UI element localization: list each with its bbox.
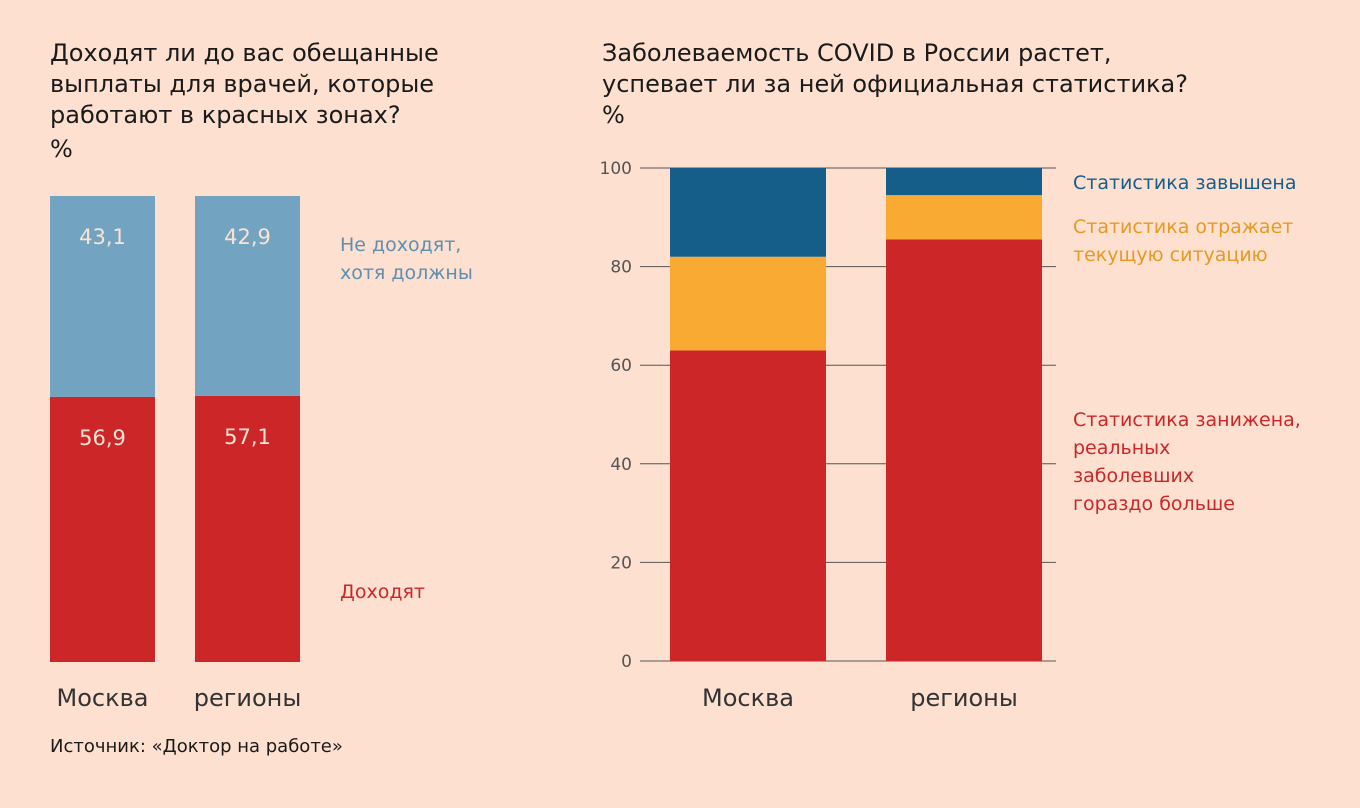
right-bar-segment	[886, 168, 1042, 196]
right-bar-segment	[670, 168, 826, 257]
left-bar-value-label: 57,1	[224, 425, 271, 449]
left-bar-segment	[195, 196, 300, 396]
left-legend-label: Не доходят, хотя должны	[340, 234, 473, 284]
left-bar-value-label: 43,1	[79, 225, 126, 249]
left-bar-segment	[50, 396, 155, 662]
right-category-label: Москва	[702, 684, 794, 712]
right-bar-segment	[670, 256, 826, 351]
right-y-tick-label: 80	[610, 258, 632, 278]
left-chart-unit: %	[50, 135, 73, 163]
right-bar-segment	[670, 350, 826, 661]
right-legend-label: Статистика завышена	[1073, 172, 1297, 194]
right-y-tick-label: 60	[610, 356, 632, 376]
right-legend-label: Статистика отражает текущую ситуацию	[1073, 216, 1293, 266]
right-legend-label: Статистика занижена, реальных заболевших го…	[1073, 409, 1301, 515]
left-bar-value-label: 42,9	[224, 225, 271, 249]
right-y-tick-label: 0	[621, 652, 632, 672]
left-bar-segment	[195, 395, 300, 662]
right-chart-title: Заболеваемость COVID в России растет, ус…	[602, 39, 1188, 98]
right-bar-segment	[886, 195, 1042, 240]
right-y-tick-label: 40	[610, 455, 632, 475]
right-y-tick-label: 100	[600, 159, 632, 179]
left-bar-segment	[50, 196, 155, 397]
right-category-label: регионы	[910, 684, 1018, 712]
right-y-tick-label: 20	[610, 553, 632, 573]
left-category-label: регионы	[194, 684, 302, 712]
left-stacked-bar-chart: 56,9 43,1 Москва 57,1 42,9 регионы Не доходят,…	[50, 196, 473, 712]
source-note: Источник: «Доктор на работе»	[50, 736, 343, 757]
left-legend-label: Доходят	[340, 581, 425, 603]
right-chart-unit: %	[602, 101, 625, 129]
right-stacked-bar-chart: 0 20 40 60 80 100 Москва регионы Статистика завы…	[600, 159, 1301, 712]
left-chart-title: Доходят ли до вас обещанные выплаты для …	[50, 39, 439, 129]
right-bar-segment	[886, 239, 1042, 662]
left-bar-value-label: 56,9	[79, 426, 126, 450]
left-category-label: Москва	[57, 684, 149, 712]
